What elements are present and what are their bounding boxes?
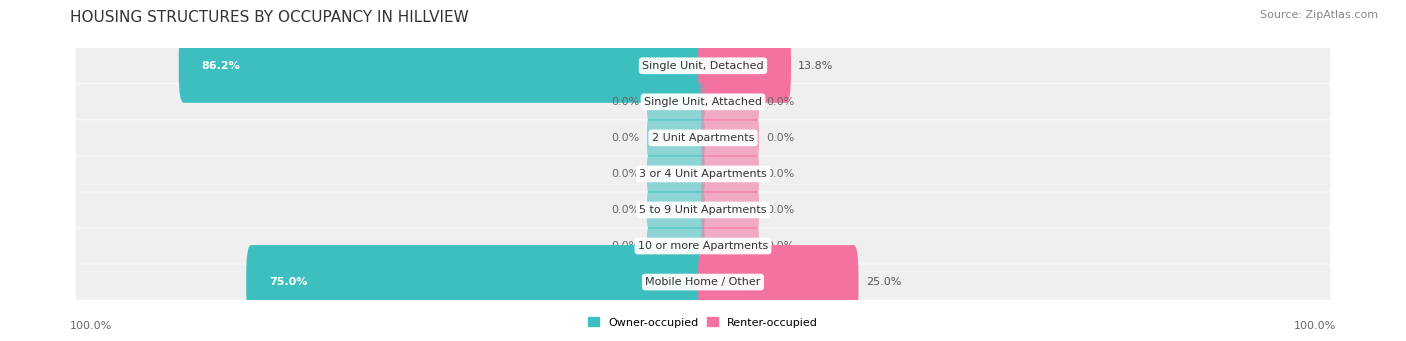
Text: 0.0%: 0.0% bbox=[766, 133, 794, 143]
FancyBboxPatch shape bbox=[647, 119, 704, 157]
FancyBboxPatch shape bbox=[246, 245, 707, 319]
Text: Single Unit, Detached: Single Unit, Detached bbox=[643, 61, 763, 71]
Text: 100.0%: 100.0% bbox=[70, 321, 112, 331]
FancyBboxPatch shape bbox=[76, 120, 1330, 155]
FancyBboxPatch shape bbox=[76, 48, 1330, 84]
Text: 0.0%: 0.0% bbox=[766, 241, 794, 251]
FancyBboxPatch shape bbox=[702, 227, 759, 265]
Text: Single Unit, Attached: Single Unit, Attached bbox=[644, 97, 762, 107]
FancyBboxPatch shape bbox=[647, 227, 704, 265]
FancyBboxPatch shape bbox=[647, 83, 704, 121]
Text: 0.0%: 0.0% bbox=[612, 241, 640, 251]
Text: 0.0%: 0.0% bbox=[612, 133, 640, 143]
Text: 0.0%: 0.0% bbox=[766, 97, 794, 107]
FancyBboxPatch shape bbox=[699, 245, 859, 319]
Text: 100.0%: 100.0% bbox=[1294, 321, 1336, 331]
FancyBboxPatch shape bbox=[699, 29, 792, 103]
FancyBboxPatch shape bbox=[76, 228, 1330, 264]
Text: Mobile Home / Other: Mobile Home / Other bbox=[645, 277, 761, 287]
Text: 13.8%: 13.8% bbox=[799, 61, 834, 71]
Legend: Owner-occupied, Renter-occupied: Owner-occupied, Renter-occupied bbox=[583, 313, 823, 332]
FancyBboxPatch shape bbox=[702, 191, 759, 229]
FancyBboxPatch shape bbox=[76, 192, 1330, 228]
Text: 86.2%: 86.2% bbox=[201, 61, 240, 71]
Text: 5 to 9 Unit Apartments: 5 to 9 Unit Apartments bbox=[640, 205, 766, 215]
FancyBboxPatch shape bbox=[76, 156, 1330, 192]
FancyBboxPatch shape bbox=[76, 264, 1330, 300]
Text: 2 Unit Apartments: 2 Unit Apartments bbox=[652, 133, 754, 143]
FancyBboxPatch shape bbox=[179, 29, 707, 103]
Text: 25.0%: 25.0% bbox=[866, 277, 901, 287]
Text: 0.0%: 0.0% bbox=[612, 97, 640, 107]
Text: 75.0%: 75.0% bbox=[269, 277, 308, 287]
FancyBboxPatch shape bbox=[702, 83, 759, 121]
Text: HOUSING STRUCTURES BY OCCUPANCY IN HILLVIEW: HOUSING STRUCTURES BY OCCUPANCY IN HILLV… bbox=[70, 10, 470, 25]
Text: Source: ZipAtlas.com: Source: ZipAtlas.com bbox=[1260, 10, 1378, 20]
Text: 0.0%: 0.0% bbox=[766, 205, 794, 215]
FancyBboxPatch shape bbox=[702, 119, 759, 157]
Text: 3 or 4 Unit Apartments: 3 or 4 Unit Apartments bbox=[640, 169, 766, 179]
FancyBboxPatch shape bbox=[647, 191, 704, 229]
Text: 0.0%: 0.0% bbox=[766, 169, 794, 179]
Text: 0.0%: 0.0% bbox=[612, 169, 640, 179]
FancyBboxPatch shape bbox=[702, 155, 759, 193]
Text: 0.0%: 0.0% bbox=[612, 205, 640, 215]
FancyBboxPatch shape bbox=[76, 84, 1330, 119]
Text: 10 or more Apartments: 10 or more Apartments bbox=[638, 241, 768, 251]
FancyBboxPatch shape bbox=[647, 155, 704, 193]
